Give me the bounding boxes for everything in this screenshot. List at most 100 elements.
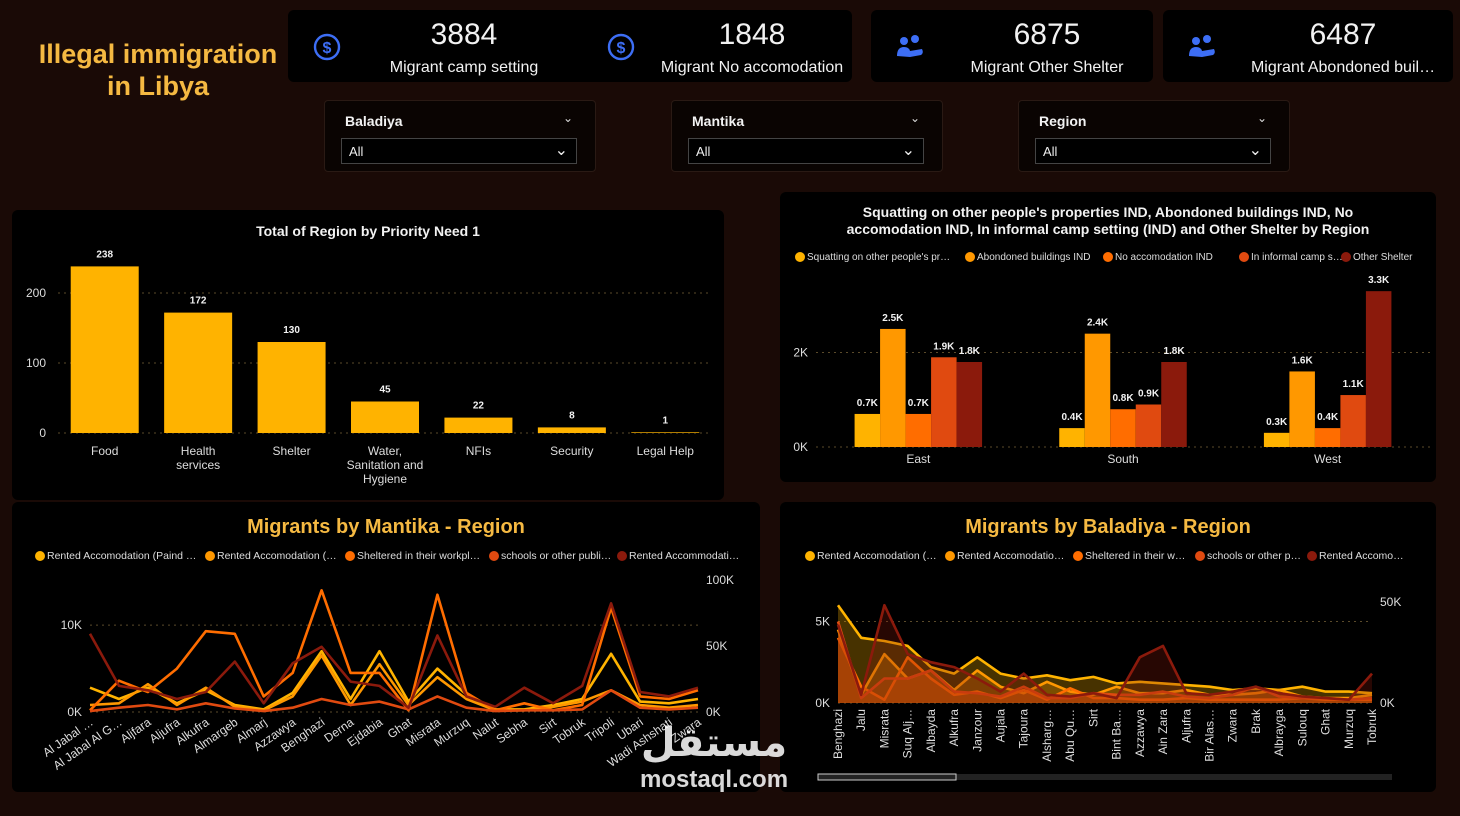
kpi-value: 1848 <box>718 18 786 51</box>
x-tick-label: Food <box>91 444 118 458</box>
watermark-arabic: مستقل <box>640 720 788 766</box>
scrollbar-thumb <box>817 773 957 781</box>
priority-need-panel: Total of Region by Priority Need 1 0 100 20… <box>12 210 724 500</box>
kpi-no-accomodation[interactable]: $ 1848 Migrant No accomodation <box>582 10 852 82</box>
bar <box>1340 395 1366 447</box>
slicer-baladiya: Baladiya ⌄ All ⌄ <box>324 100 596 172</box>
x-tick-label: Janzour <box>970 709 984 752</box>
x-tick-label: services <box>176 458 220 472</box>
bar <box>1314 428 1341 447</box>
legend-label: Rented Accomodatio… <box>957 550 1064 562</box>
slicer-value: All <box>349 144 364 159</box>
legend-label: In informal camp s… <box>1251 252 1343 263</box>
data-label: 2.4K <box>1087 318 1109 329</box>
legend-label: No accomodation IND <box>1115 252 1213 263</box>
y2-tick-label: 50K <box>1380 595 1401 609</box>
data-label: 22 <box>473 401 485 412</box>
kpi-group-left <box>288 10 852 82</box>
region-shelter-chart: Squatting on other people's properties I… <box>793 204 1430 466</box>
kpi-label: Migrant No accomodation <box>660 59 844 76</box>
x-tick-label: Murzuq <box>1342 709 1356 749</box>
data-label: 172 <box>190 296 207 307</box>
bar <box>1289 371 1315 447</box>
legend-marker <box>617 551 627 561</box>
bar <box>631 432 700 433</box>
x-tick-label: Suq Alj… <box>901 709 915 758</box>
chevron-down-icon[interactable]: ⌄ <box>1256 111 1267 125</box>
bar <box>956 362 983 447</box>
slicer-mantika: Mantika ⌄ All ⌄ <box>671 100 943 172</box>
legend-label: Abondoned buildings IND <box>977 252 1090 263</box>
legend-marker <box>1307 551 1317 561</box>
chart-title-line2: accomodation IND, In informal camp setti… <box>847 221 1370 237</box>
x-tick-label: Zwara <box>1226 709 1240 743</box>
series-line <box>836 621 1373 701</box>
slicer-title: Mantika <box>692 113 745 129</box>
kpi-value: 6875 <box>1013 18 1081 51</box>
y-tick-label: 0 <box>39 426 46 440</box>
kpi-other-shelter[interactable]: 6875 Migrant Other Shelter <box>871 10 1153 82</box>
bar <box>880 328 906 447</box>
bar <box>537 427 606 433</box>
data-label: 0.8K <box>1112 393 1134 404</box>
legend-marker <box>35 551 45 561</box>
kpi-label: Migrant camp setting <box>389 59 539 76</box>
y2-tick-label: 0K <box>706 705 721 719</box>
watermark-latin: mostaql.com <box>640 766 789 793</box>
x-tick-label: West <box>1314 452 1342 466</box>
x-tick-label: East <box>906 452 931 466</box>
x-tick-label: Legal Help <box>637 444 695 458</box>
series-area <box>838 621 1372 703</box>
y-tick-label: 2K <box>793 346 808 360</box>
data-label: 0.4K <box>1317 412 1339 423</box>
kpi-abandoned-buildings[interactable]: 6487 Migrant Abondoned buil… <box>1163 10 1453 82</box>
page-title: Illegal immigration in Libya <box>20 38 296 102</box>
series-line <box>89 649 699 711</box>
svg-text:$: $ <box>617 40 626 57</box>
kpi-camp-setting[interactable]: $ 3884 Migrant camp setting <box>288 10 570 82</box>
scrollbar-track <box>818 774 1392 780</box>
mantika-line-chart: Migrants by Mantika - Region Rented Accom… <box>35 516 739 773</box>
slicer-dropdown[interactable]: All ⌄ <box>688 138 924 164</box>
people-icon <box>1189 35 1215 57</box>
x-tick-label: Sirt <box>1086 708 1100 727</box>
x-tick-label: Aljufra <box>1179 709 1193 743</box>
chevron-down-icon[interactable]: ⌄ <box>909 111 920 125</box>
legend-label: Rented Accomodation (… <box>217 550 337 562</box>
data-label: 0.9K <box>1138 389 1160 400</box>
data-label: 1.9K <box>933 341 955 352</box>
legend-label: Rented Accomodation (Paind … <box>47 550 196 562</box>
dollar-icon: $ <box>313 33 341 61</box>
legend-marker <box>1341 252 1351 262</box>
x-tick-label: Bint Ba… <box>1110 709 1124 760</box>
legend-marker <box>1103 252 1113 262</box>
watermark: مستقل mostaql.com <box>640 720 788 794</box>
chevron-down-icon[interactable]: ⌄ <box>562 111 573 125</box>
bar <box>1084 333 1111 447</box>
series-line <box>836 637 1372 701</box>
x-tick-label: Albrayga <box>1272 709 1286 757</box>
x-tick-label: Tobruk <box>1365 708 1379 745</box>
legend-marker <box>805 551 815 561</box>
x-tick-label: Alsharg… <box>1040 709 1054 762</box>
series-area <box>838 629 1372 703</box>
bar <box>1135 404 1162 447</box>
legend-marker <box>489 551 499 561</box>
y-tick-label: 200 <box>26 286 46 300</box>
legend-marker <box>205 551 215 561</box>
bar <box>257 342 326 433</box>
slicer-value: All <box>696 144 711 159</box>
kpi-value: 6487 <box>1309 18 1377 51</box>
slicer-dropdown[interactable]: All ⌄ <box>341 138 577 164</box>
legend-label: Other Shelter <box>1353 252 1413 263</box>
bar <box>931 357 957 447</box>
people-icon <box>897 35 923 57</box>
x-tick-label: Sebha <box>494 715 531 747</box>
y-tick-label: 0K <box>793 440 808 454</box>
slicer-title: Baladiya <box>345 113 403 129</box>
data-label: 2.5K <box>882 313 904 324</box>
legend-marker <box>945 551 955 561</box>
slicer-dropdown[interactable]: All ⌄ <box>1035 138 1271 164</box>
data-label: 0.7K <box>908 398 930 409</box>
x-tick-label: Sanitation and <box>347 458 424 472</box>
